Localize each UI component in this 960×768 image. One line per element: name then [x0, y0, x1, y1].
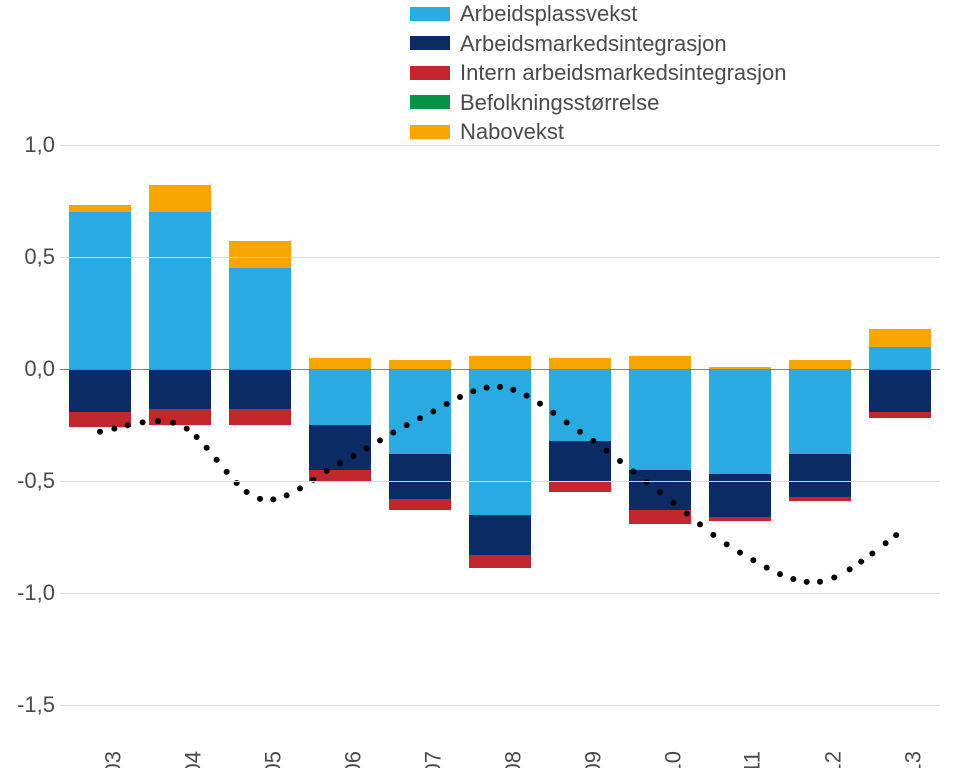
- y-axis-tick-label: 1,0: [5, 132, 55, 158]
- bar-seg-intern-arbeidsmarkedsintegrasjon: [149, 409, 211, 425]
- gridline: [60, 481, 940, 482]
- bar-seg-intern-arbeidsmarkedsintegrasjon: [789, 497, 851, 501]
- bar-seg-intern-arbeidsmarkedsintegrasjon: [549, 481, 611, 492]
- bar-seg-arbeidsmarkedsintegrasjon: [389, 454, 451, 499]
- x-axis-tick-label: 2011: [740, 751, 766, 768]
- y-axis-tick-label: 0,0: [5, 356, 55, 382]
- bar-seg-arbeidsmarkedsintegrasjon: [229, 369, 291, 409]
- legend-swatch: [410, 95, 450, 109]
- bar-group: [469, 145, 531, 705]
- x-axis-tick-label: 2005: [260, 751, 286, 768]
- bar-group: [149, 145, 211, 705]
- bar-seg-nabovekst: [629, 356, 691, 369]
- x-axis-labels: 2003 2004 2005 2006 2007 2008 2009 2010 2011 2012…: [60, 710, 940, 768]
- legend-item: Arbeidsmarkedsintegrasjon: [410, 30, 787, 58]
- bar-seg-intern-arbeidsmarkedsintegrasjon: [389, 499, 451, 510]
- gridline: [60, 369, 940, 370]
- bar-seg-arbeidsplassvekst: [69, 212, 131, 369]
- gridline: [60, 257, 940, 258]
- y-axis-tick-label: -1,5: [5, 692, 55, 718]
- y-axis-tick-label: 0,5: [5, 244, 55, 270]
- chart-container: ArbeidsplassvekstArbeidsmarkedsintegrasj…: [0, 0, 960, 768]
- gridline: [60, 593, 940, 594]
- bar-group: [629, 145, 691, 705]
- bar-seg-arbeidsplassvekst: [869, 347, 931, 369]
- legend-item: Nabovekst: [410, 118, 787, 146]
- bar-seg-nabovekst: [389, 360, 451, 369]
- bar-seg-nabovekst: [149, 185, 211, 212]
- bar-seg-arbeidsplassvekst: [389, 369, 451, 454]
- bar-group: [229, 145, 291, 705]
- legend-item: Befolkningsstørrelse: [410, 89, 787, 117]
- bar-seg-arbeidsplassvekst: [789, 369, 851, 454]
- plot-area: 1,00,50,0-0,5-1,0-1,5: [60, 145, 940, 705]
- y-axis-tick-label: -0,5: [5, 468, 55, 494]
- gridline: [60, 705, 940, 706]
- bar-group: [549, 145, 611, 705]
- bar-seg-nabovekst: [229, 241, 291, 268]
- bar-seg-nabovekst: [789, 360, 851, 369]
- bar-seg-nabovekst: [309, 358, 371, 369]
- bar-seg-arbeidsmarkedsintegrasjon: [789, 454, 851, 497]
- bar-seg-arbeidsmarkedsintegrasjon: [469, 515, 531, 555]
- bar-seg-arbeidsplassvekst: [309, 369, 371, 425]
- legend-label: Arbeidsmarkedsintegrasjon: [460, 30, 727, 58]
- bar-seg-arbeidsplassvekst: [629, 369, 691, 470]
- bar-seg-nabovekst: [869, 329, 931, 347]
- bar-seg-intern-arbeidsmarkedsintegrasjon: [469, 555, 531, 568]
- bars-layer: [60, 145, 940, 705]
- x-axis-tick-label: 2003: [100, 751, 126, 768]
- legend-swatch: [410, 125, 450, 139]
- bar-seg-arbeidsplassvekst: [229, 268, 291, 369]
- bar-seg-arbeidsmarkedsintegrasjon: [149, 369, 211, 409]
- x-axis-tick-label: 2004: [180, 751, 206, 768]
- bar-seg-nabovekst: [469, 356, 531, 369]
- bar-group: [389, 145, 451, 705]
- legend-label: Intern arbeidsmarkedsintegrasjon: [460, 59, 787, 87]
- x-axis-tick-label: 2006: [340, 751, 366, 768]
- bar-seg-intern-arbeidsmarkedsintegrasjon: [709, 517, 771, 521]
- bar-seg-intern-arbeidsmarkedsintegrasjon: [69, 412, 131, 428]
- bar-seg-arbeidsmarkedsintegrasjon: [629, 470, 691, 510]
- bar-group: [69, 145, 131, 705]
- bar-seg-intern-arbeidsmarkedsintegrasjon: [229, 409, 291, 425]
- bar-seg-arbeidsplassvekst: [549, 369, 611, 441]
- y-axis-tick-label: -1,0: [5, 580, 55, 606]
- x-axis-tick-label: 2009: [580, 751, 606, 768]
- bar-seg-arbeidsplassvekst: [469, 369, 531, 515]
- bar-seg-intern-arbeidsmarkedsintegrasjon: [869, 412, 931, 419]
- bar-seg-arbeidsmarkedsintegrasjon: [69, 369, 131, 412]
- legend-label: Nabovekst: [460, 118, 564, 146]
- bar-seg-intern-arbeidsmarkedsintegrasjon: [629, 510, 691, 523]
- bar-seg-nabovekst: [69, 205, 131, 212]
- bar-seg-arbeidsmarkedsintegrasjon: [309, 425, 371, 470]
- gridline: [60, 145, 940, 146]
- bar-seg-intern-arbeidsmarkedsintegrasjon: [309, 470, 371, 481]
- legend: ArbeidsplassvekstArbeidsmarkedsintegrasj…: [410, 0, 787, 148]
- bar-group: [789, 145, 851, 705]
- bar-seg-arbeidsmarkedsintegrasjon: [869, 369, 931, 412]
- legend-swatch: [410, 66, 450, 80]
- bar-seg-arbeidsplassvekst: [149, 212, 211, 369]
- x-axis-tick-label: 2012: [820, 751, 846, 768]
- legend-label: Arbeidsplassvekst: [460, 0, 637, 28]
- bar-group: [869, 145, 931, 705]
- bar-group: [709, 145, 771, 705]
- x-axis-tick-label: 2007: [420, 751, 446, 768]
- bar-seg-nabovekst: [549, 358, 611, 369]
- legend-swatch: [410, 7, 450, 21]
- x-axis-tick-label: 2010: [660, 751, 686, 768]
- legend-label: Befolkningsstørrelse: [460, 89, 659, 117]
- legend-item: Arbeidsplassvekst: [410, 0, 787, 28]
- x-axis-tick-label: 2013: [900, 751, 926, 768]
- legend-swatch: [410, 36, 450, 50]
- legend-item: Intern arbeidsmarkedsintegrasjon: [410, 59, 787, 87]
- bar-seg-arbeidsmarkedsintegrasjon: [549, 441, 611, 481]
- bar-group: [309, 145, 371, 705]
- bar-seg-arbeidsplassvekst: [709, 369, 771, 474]
- x-axis-tick-label: 2008: [500, 751, 526, 768]
